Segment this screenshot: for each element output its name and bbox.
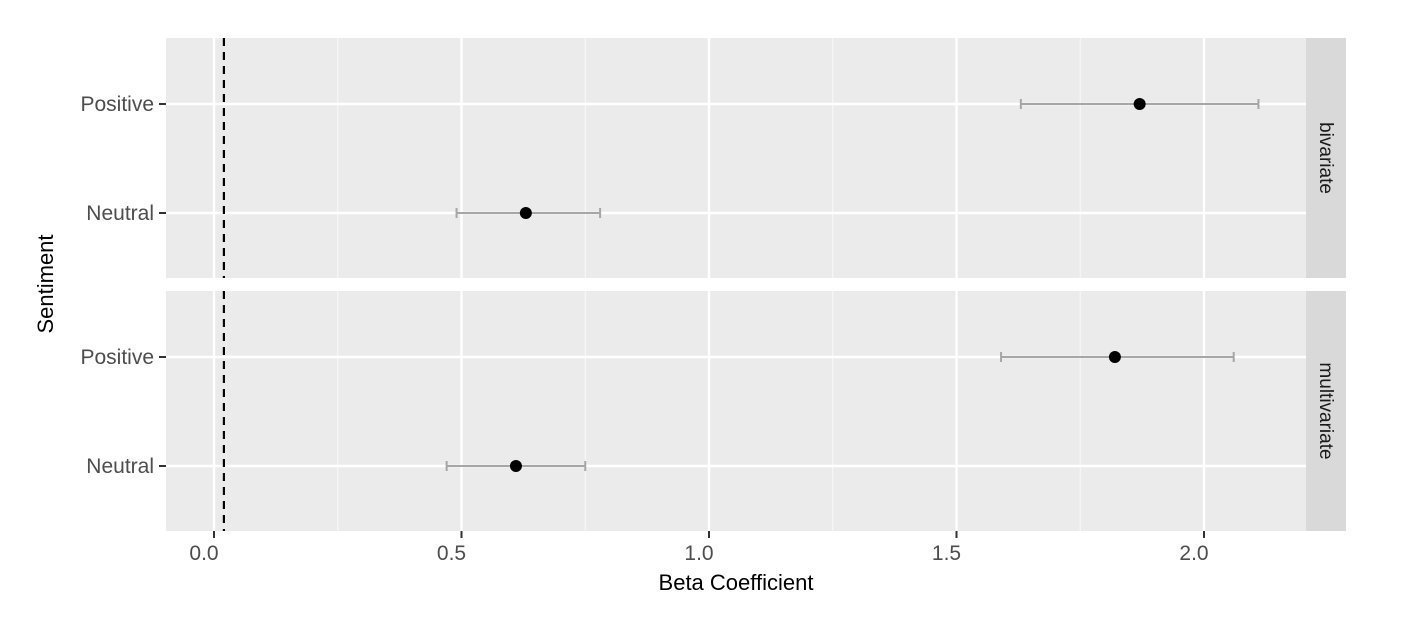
facet-strip-label: bivariate <box>1315 122 1336 194</box>
facet-panels: Positive Neutral bivariate Positive Neutral m… <box>80 38 1346 531</box>
estimate-point <box>519 207 532 219</box>
x-axis: 0.0 0.5 1.0 1.5 2.0 <box>189 531 1209 565</box>
estimate-point <box>1108 351 1121 363</box>
y-tick-label: Neutral <box>86 202 154 225</box>
x-tick-label: 1.5 <box>932 542 961 565</box>
y-tick-label: Positive <box>80 346 154 369</box>
y-tick-label: Neutral <box>86 455 154 478</box>
estimate-point <box>1133 98 1146 110</box>
x-tick-label: 0.5 <box>437 542 466 565</box>
x-tick-label: 1.0 <box>684 542 713 565</box>
panel-background <box>166 291 1306 531</box>
y-axis-title: Sentiment <box>33 234 58 333</box>
x-axis-title: Beta Coefficient <box>659 570 814 595</box>
facet-multivariate: Positive Neutral multivariate <box>80 291 1346 531</box>
x-tick-label: 2.0 <box>1179 542 1208 565</box>
facet-strip-label: multivariate <box>1315 362 1336 459</box>
facet-strip <box>1306 38 1346 278</box>
facet-bivariate: Positive Neutral bivariate <box>80 38 1346 278</box>
estimate-point <box>509 460 522 472</box>
x-tick-label: 0.0 <box>189 542 218 565</box>
panel-background <box>166 38 1306 278</box>
facet-strip <box>1306 291 1346 531</box>
y-tick-label: Positive <box>80 93 154 116</box>
